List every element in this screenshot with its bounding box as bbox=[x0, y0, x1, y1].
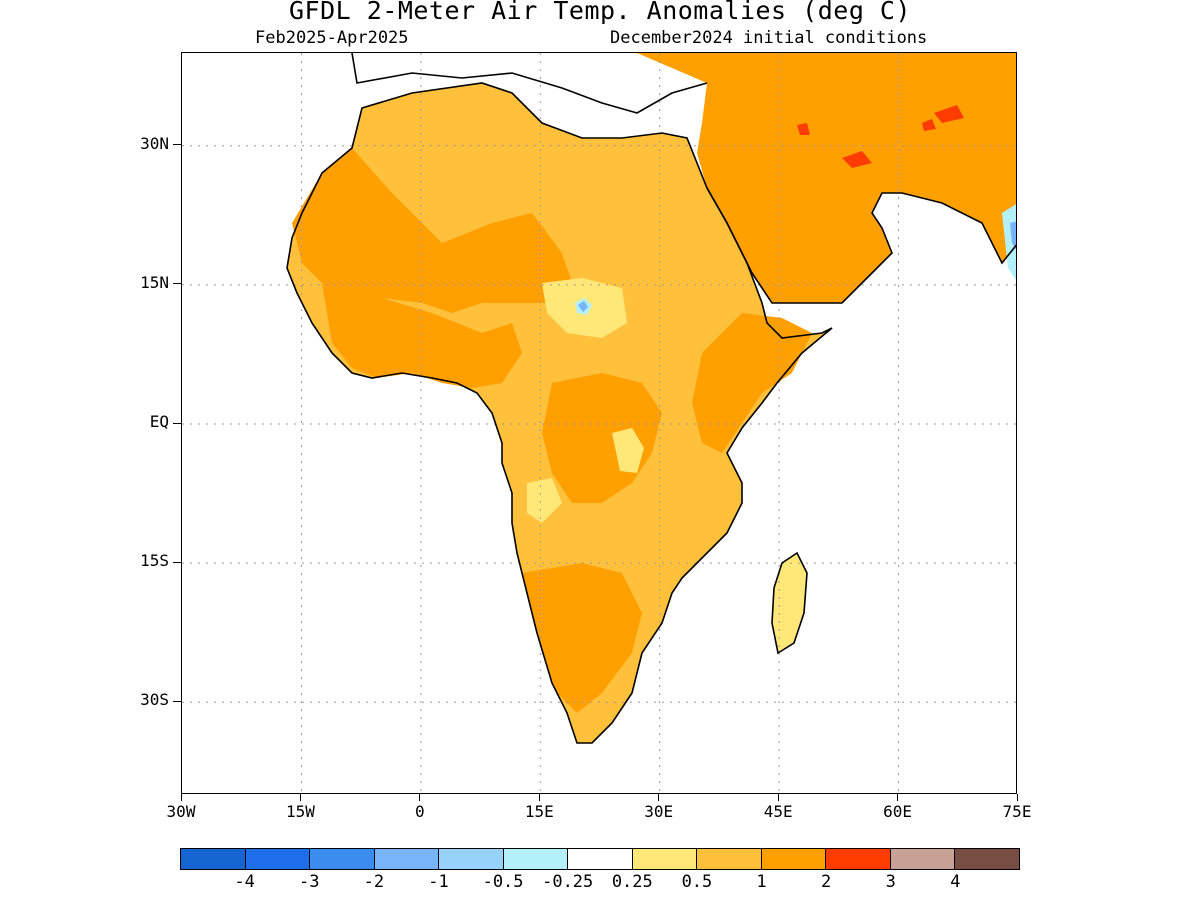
arabia-anomaly-region bbox=[637, 53, 1016, 303]
southern-africa-anomaly-region bbox=[522, 563, 642, 713]
initial-conditions: December2024 initial conditions bbox=[610, 28, 928, 48]
forecast-period: Feb2025-Apr2025 bbox=[255, 28, 409, 48]
colorbar-segment bbox=[245, 849, 311, 869]
colorbar-segment bbox=[568, 849, 633, 869]
colorbar-segment bbox=[826, 849, 891, 869]
lon-tick-label: 0 bbox=[415, 802, 425, 821]
colorbar-label: 0.25 bbox=[611, 872, 653, 892]
lat-tick-label: 30N bbox=[140, 133, 169, 153]
hot-spot-afghanistan bbox=[922, 119, 936, 131]
lon-tick-label: 60E bbox=[883, 802, 913, 821]
lon-tick-mark bbox=[777, 794, 779, 801]
lon-tick-label: 15W bbox=[285, 802, 315, 821]
colorbar-label: 3 bbox=[885, 872, 896, 892]
cold-spot-sudan bbox=[578, 301, 588, 312]
angola-light-region bbox=[527, 478, 562, 523]
lat-tick-label: 15N bbox=[140, 272, 169, 292]
east-africa-anomaly-region bbox=[692, 313, 812, 453]
lat-tick-mark bbox=[173, 422, 181, 424]
lat-tick-mark bbox=[173, 561, 181, 563]
lon-tick-label: 45E bbox=[763, 802, 793, 821]
lon-tick-label: 15E bbox=[524, 802, 554, 821]
colorbar-label: 1 bbox=[756, 872, 767, 892]
colorbar-segment bbox=[374, 849, 440, 869]
lon-tick-mark bbox=[658, 794, 660, 801]
lat-tick-label: EQ bbox=[149, 412, 169, 431]
colorbar-segment bbox=[181, 849, 246, 869]
lon-tick-label: 75E bbox=[1002, 802, 1032, 821]
colorbar-segment bbox=[955, 849, 1019, 869]
colorbar-label: -0.5 bbox=[482, 872, 524, 892]
hot-spot-iran-2 bbox=[934, 105, 964, 123]
colorbar-segment bbox=[310, 849, 375, 869]
colorbar-label: 0.5 bbox=[681, 872, 713, 892]
anomaly-map bbox=[182, 53, 1016, 793]
lat-tick-mark bbox=[173, 283, 181, 285]
sahel-anomaly-region bbox=[292, 148, 572, 313]
lat-tick-mark bbox=[173, 144, 181, 146]
colorbar-label: 2 bbox=[821, 872, 832, 892]
arabia-coastline bbox=[706, 187, 1016, 304]
colorbar-segment bbox=[439, 849, 504, 869]
europe-coastline bbox=[351, 53, 708, 114]
colorbar-segment bbox=[890, 849, 956, 869]
coastline-layer bbox=[286, 53, 1016, 744]
colorbar-segment bbox=[697, 849, 762, 869]
lon-tick-mark bbox=[538, 794, 540, 801]
map-panel bbox=[181, 52, 1017, 794]
lon-tick-label: 30E bbox=[644, 802, 674, 821]
lon-tick-mark bbox=[897, 794, 899, 801]
colorbar-segment bbox=[632, 849, 698, 869]
lon-tick-mark bbox=[180, 794, 182, 801]
colorbar-label: -3 bbox=[298, 872, 320, 892]
graticule-grid bbox=[182, 53, 1016, 793]
congo-basin-light-region bbox=[612, 428, 644, 473]
madagascar-coastline bbox=[771, 551, 808, 655]
colorbar-label: -4 bbox=[234, 872, 255, 892]
colorbar-segment bbox=[761, 849, 827, 869]
lon-tick-label: 30W bbox=[166, 802, 196, 821]
lat-tick-label: 15S bbox=[140, 551, 169, 571]
hot-spot-iraq bbox=[797, 123, 810, 135]
lon-tick-mark bbox=[299, 794, 301, 801]
colorbar-label: -2 bbox=[363, 872, 385, 892]
lon-tick-mark bbox=[1016, 794, 1018, 801]
cold-spot-india bbox=[1010, 221, 1016, 250]
colorbar-label: -1 bbox=[428, 872, 449, 892]
colorbar-label: -0.25 bbox=[542, 872, 594, 892]
lat-tick-label: 30S bbox=[140, 690, 169, 710]
colorbar-label: 4 bbox=[950, 872, 961, 892]
map-title: GFDL 2-Meter Air Temp. Anomalies (deg C) bbox=[288, 0, 912, 25]
lon-tick-mark bbox=[419, 794, 421, 801]
anomaly-fill-layer bbox=[287, 53, 1016, 743]
madagascar-light-region bbox=[772, 553, 807, 653]
west-coast-anomaly-region bbox=[322, 283, 522, 388]
hot-spot-iran-1 bbox=[842, 151, 872, 168]
colorbar-segment bbox=[503, 849, 569, 869]
colorbar bbox=[180, 848, 1020, 870]
lat-tick-mark bbox=[173, 700, 181, 702]
